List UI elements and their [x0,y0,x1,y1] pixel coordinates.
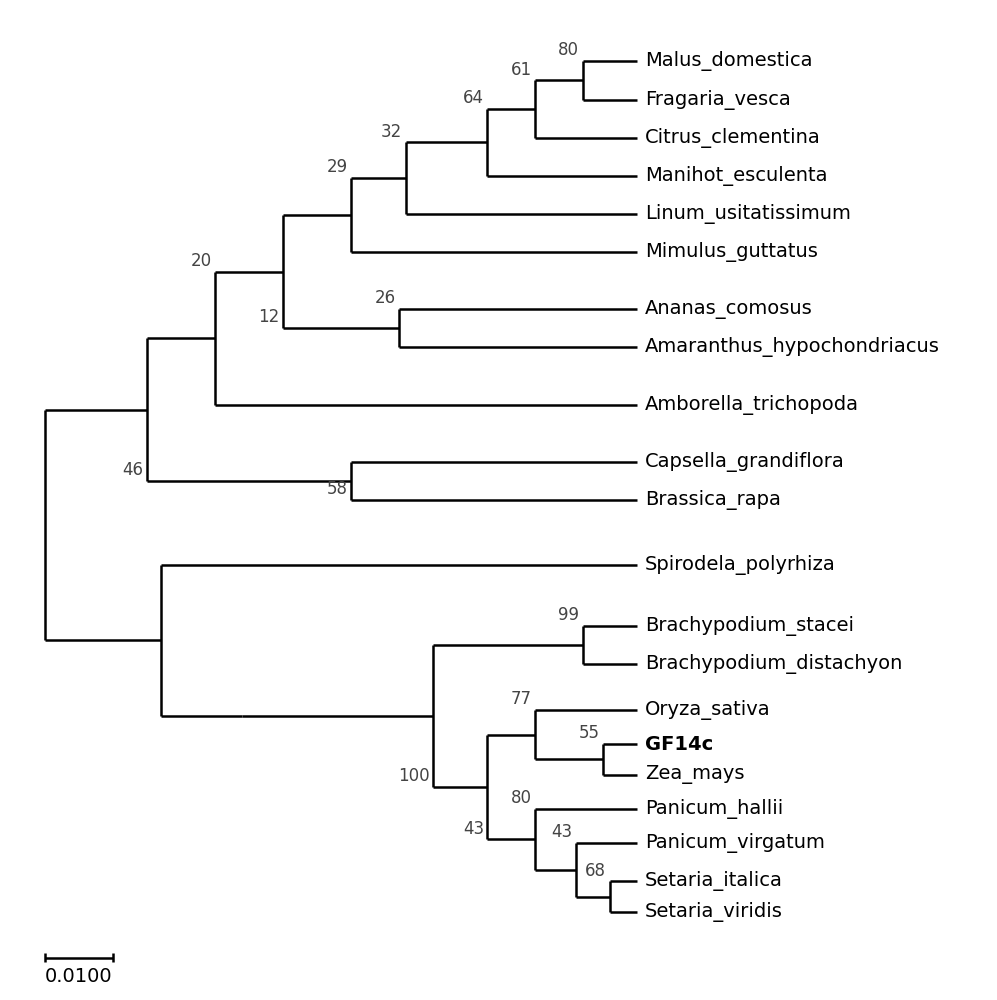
Text: Brassica_rapa: Brassica_rapa [645,490,781,510]
Text: 29: 29 [327,158,348,176]
Text: Linum_usitatissimum: Linum_usitatissimum [645,204,851,224]
Text: 26: 26 [374,289,396,307]
Text: Brachypodium_distachyon: Brachypodium_distachyon [645,654,902,674]
Text: Citrus_clementina: Citrus_clementina [645,128,821,148]
Text: Ananas_comosus: Ananas_comosus [645,300,813,319]
Text: Spirodela_polyrhiza: Spirodela_polyrhiza [645,555,835,575]
Text: 58: 58 [327,480,348,498]
Text: Oryza_sativa: Oryza_sativa [645,700,771,720]
Text: 100: 100 [398,767,430,785]
Text: Panicum_virgatum: Panicum_virgatum [645,833,826,853]
Text: 20: 20 [190,252,211,270]
Text: 55: 55 [578,724,599,742]
Text: 12: 12 [258,308,280,326]
Text: Mimulus_guttatus: Mimulus_guttatus [645,242,818,262]
Text: Zea_mays: Zea_mays [645,765,745,784]
Text: 99: 99 [558,606,579,624]
Text: Amborella_trichopoda: Amborella_trichopoda [645,395,859,415]
Text: 43: 43 [463,820,484,838]
Text: Fragaria_vesca: Fragaria_vesca [645,90,791,110]
Text: Panicum_hallii: Panicum_hallii [645,799,784,819]
Text: 68: 68 [585,862,606,880]
Text: 0.0100: 0.0100 [45,967,113,986]
Text: Malus_domestica: Malus_domestica [645,51,813,71]
Text: 64: 64 [463,89,484,107]
Text: 80: 80 [510,789,531,807]
Text: 61: 61 [510,61,531,79]
Text: 80: 80 [558,41,579,59]
Text: Setaria_italica: Setaria_italica [645,871,783,891]
Text: Brachypodium_stacei: Brachypodium_stacei [645,616,854,636]
Text: 77: 77 [510,690,531,708]
Text: 32: 32 [381,123,402,141]
Text: 43: 43 [551,823,572,841]
Text: Amaranthus_hypochondriacus: Amaranthus_hypochondriacus [645,337,940,357]
Text: 46: 46 [123,461,144,479]
Text: GF14c: GF14c [645,735,714,754]
Text: Setaria_viridis: Setaria_viridis [645,902,783,922]
Text: Manihot_esculenta: Manihot_esculenta [645,166,828,186]
Text: Capsella_grandiflora: Capsella_grandiflora [645,452,844,472]
